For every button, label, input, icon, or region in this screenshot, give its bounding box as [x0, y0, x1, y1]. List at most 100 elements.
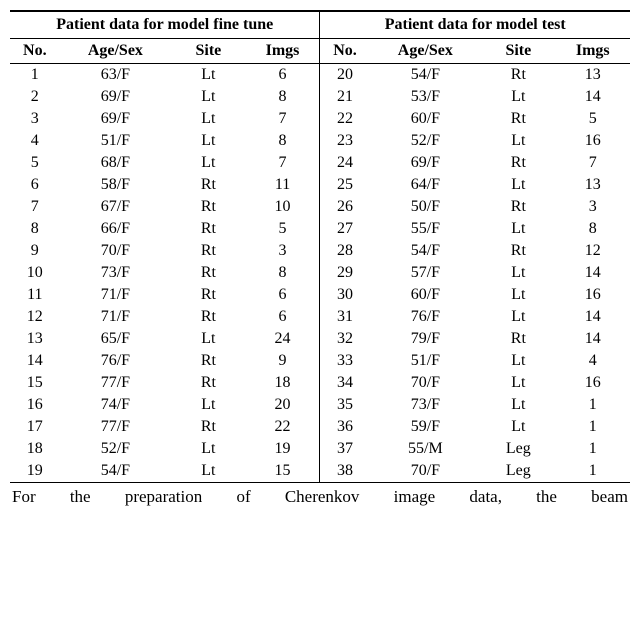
cell-site: Lt [481, 350, 555, 372]
group-header-left: Patient data for model fine tune [10, 11, 320, 39]
cell-no: 22 [320, 108, 370, 130]
table-row: 1954/FLt153870/FLeg1 [10, 460, 630, 483]
cell-site: Leg [481, 460, 555, 483]
cell-imgs: 13 [556, 174, 630, 196]
cell-age: 54/F [370, 64, 482, 87]
cell-age: 76/F [370, 306, 482, 328]
cell-age: 77/F [60, 372, 172, 394]
cell-age: 79/F [370, 328, 482, 350]
cell-no: 18 [10, 438, 60, 460]
cell-age: 53/F [370, 86, 482, 108]
cell-imgs: 5 [246, 218, 320, 240]
table-row: 369/FLt72260/FRt5 [10, 108, 630, 130]
cell-imgs: 8 [556, 218, 630, 240]
cell-site: Rt [171, 372, 245, 394]
cell-site: Rt [481, 152, 555, 174]
cell-age: 70/F [60, 240, 172, 262]
table-row: 451/FLt82352/FLt16 [10, 130, 630, 152]
col-imgs: Imgs [556, 39, 630, 64]
col-age: Age/Sex [370, 39, 482, 64]
cell-site: Rt [171, 350, 245, 372]
cell-age: 60/F [370, 284, 482, 306]
cell-no: 5 [10, 152, 60, 174]
cell-no: 7 [10, 196, 60, 218]
cell-imgs: 7 [246, 152, 320, 174]
cell-site: Lt [481, 416, 555, 438]
patient-data-table: Patient data for model fine tune Patient… [10, 10, 630, 483]
cell-no: 11 [10, 284, 60, 306]
cell-site: Lt [481, 372, 555, 394]
cell-age: 73/F [370, 394, 482, 416]
cell-imgs: 3 [556, 196, 630, 218]
cell-age: 60/F [370, 108, 482, 130]
cell-no: 12 [10, 306, 60, 328]
cell-no: 35 [320, 394, 370, 416]
col-imgs: Imgs [246, 39, 320, 64]
cell-no: 19 [10, 460, 60, 483]
table-row: 1271/FRt63176/FLt14 [10, 306, 630, 328]
cell-site: Rt [481, 64, 555, 87]
cell-site: Lt [171, 152, 245, 174]
cell-no: 33 [320, 350, 370, 372]
cell-site: Rt [171, 240, 245, 262]
cell-age: 71/F [60, 284, 172, 306]
cell-no: 21 [320, 86, 370, 108]
cell-age: 74/F [60, 394, 172, 416]
cell-age: 52/F [60, 438, 172, 460]
cell-site: Lt [481, 86, 555, 108]
table-row: 866/FRt52755/FLt8 [10, 218, 630, 240]
cell-no: 15 [10, 372, 60, 394]
table-row: 1365/FLt243279/FRt14 [10, 328, 630, 350]
cell-age: 69/F [60, 86, 172, 108]
cell-age: 65/F [60, 328, 172, 350]
cell-site: Lt [481, 262, 555, 284]
cell-imgs: 14 [556, 328, 630, 350]
group-header-right: Patient data for model test [320, 11, 630, 39]
caption-text: For the preparation of Cherenkov image d… [10, 487, 630, 507]
cell-no: 8 [10, 218, 60, 240]
cell-site: Rt [171, 416, 245, 438]
cell-age: 54/F [60, 460, 172, 483]
cell-age: 54/F [370, 240, 482, 262]
cell-no: 13 [10, 328, 60, 350]
cell-imgs: 1 [556, 416, 630, 438]
cell-imgs: 6 [246, 64, 320, 87]
cell-site: Leg [481, 438, 555, 460]
cell-site: Rt [481, 196, 555, 218]
cell-no: 10 [10, 262, 60, 284]
cell-no: 32 [320, 328, 370, 350]
table-row: 1476/FRt93351/FLt4 [10, 350, 630, 372]
table-row: 1073/FRt82957/FLt14 [10, 262, 630, 284]
cell-age: 55/M [370, 438, 482, 460]
cell-age: 59/F [370, 416, 482, 438]
table-row: 1674/FLt203573/FLt1 [10, 394, 630, 416]
cell-site: Rt [171, 196, 245, 218]
cell-site: Lt [481, 394, 555, 416]
cell-age: 70/F [370, 372, 482, 394]
cell-age: 69/F [370, 152, 482, 174]
cell-site: Lt [481, 306, 555, 328]
cell-no: 6 [10, 174, 60, 196]
cell-age: 64/F [370, 174, 482, 196]
table-row: 767/FRt102650/FRt3 [10, 196, 630, 218]
cell-site: Rt [481, 240, 555, 262]
cell-age: 58/F [60, 174, 172, 196]
cell-no: 26 [320, 196, 370, 218]
cell-site: Lt [481, 130, 555, 152]
cell-age: 69/F [60, 108, 172, 130]
cell-age: 71/F [60, 306, 172, 328]
cell-imgs: 12 [556, 240, 630, 262]
cell-imgs: 7 [556, 152, 630, 174]
cell-imgs: 5 [556, 108, 630, 130]
cell-imgs: 1 [556, 438, 630, 460]
cell-imgs: 8 [246, 262, 320, 284]
cell-imgs: 6 [246, 284, 320, 306]
cell-no: 16 [10, 394, 60, 416]
cell-no: 38 [320, 460, 370, 483]
cell-imgs: 22 [246, 416, 320, 438]
cell-imgs: 10 [246, 196, 320, 218]
table-row: 163/FLt62054/FRt13 [10, 64, 630, 87]
cell-no: 27 [320, 218, 370, 240]
cell-no: 23 [320, 130, 370, 152]
cell-age: 57/F [370, 262, 482, 284]
